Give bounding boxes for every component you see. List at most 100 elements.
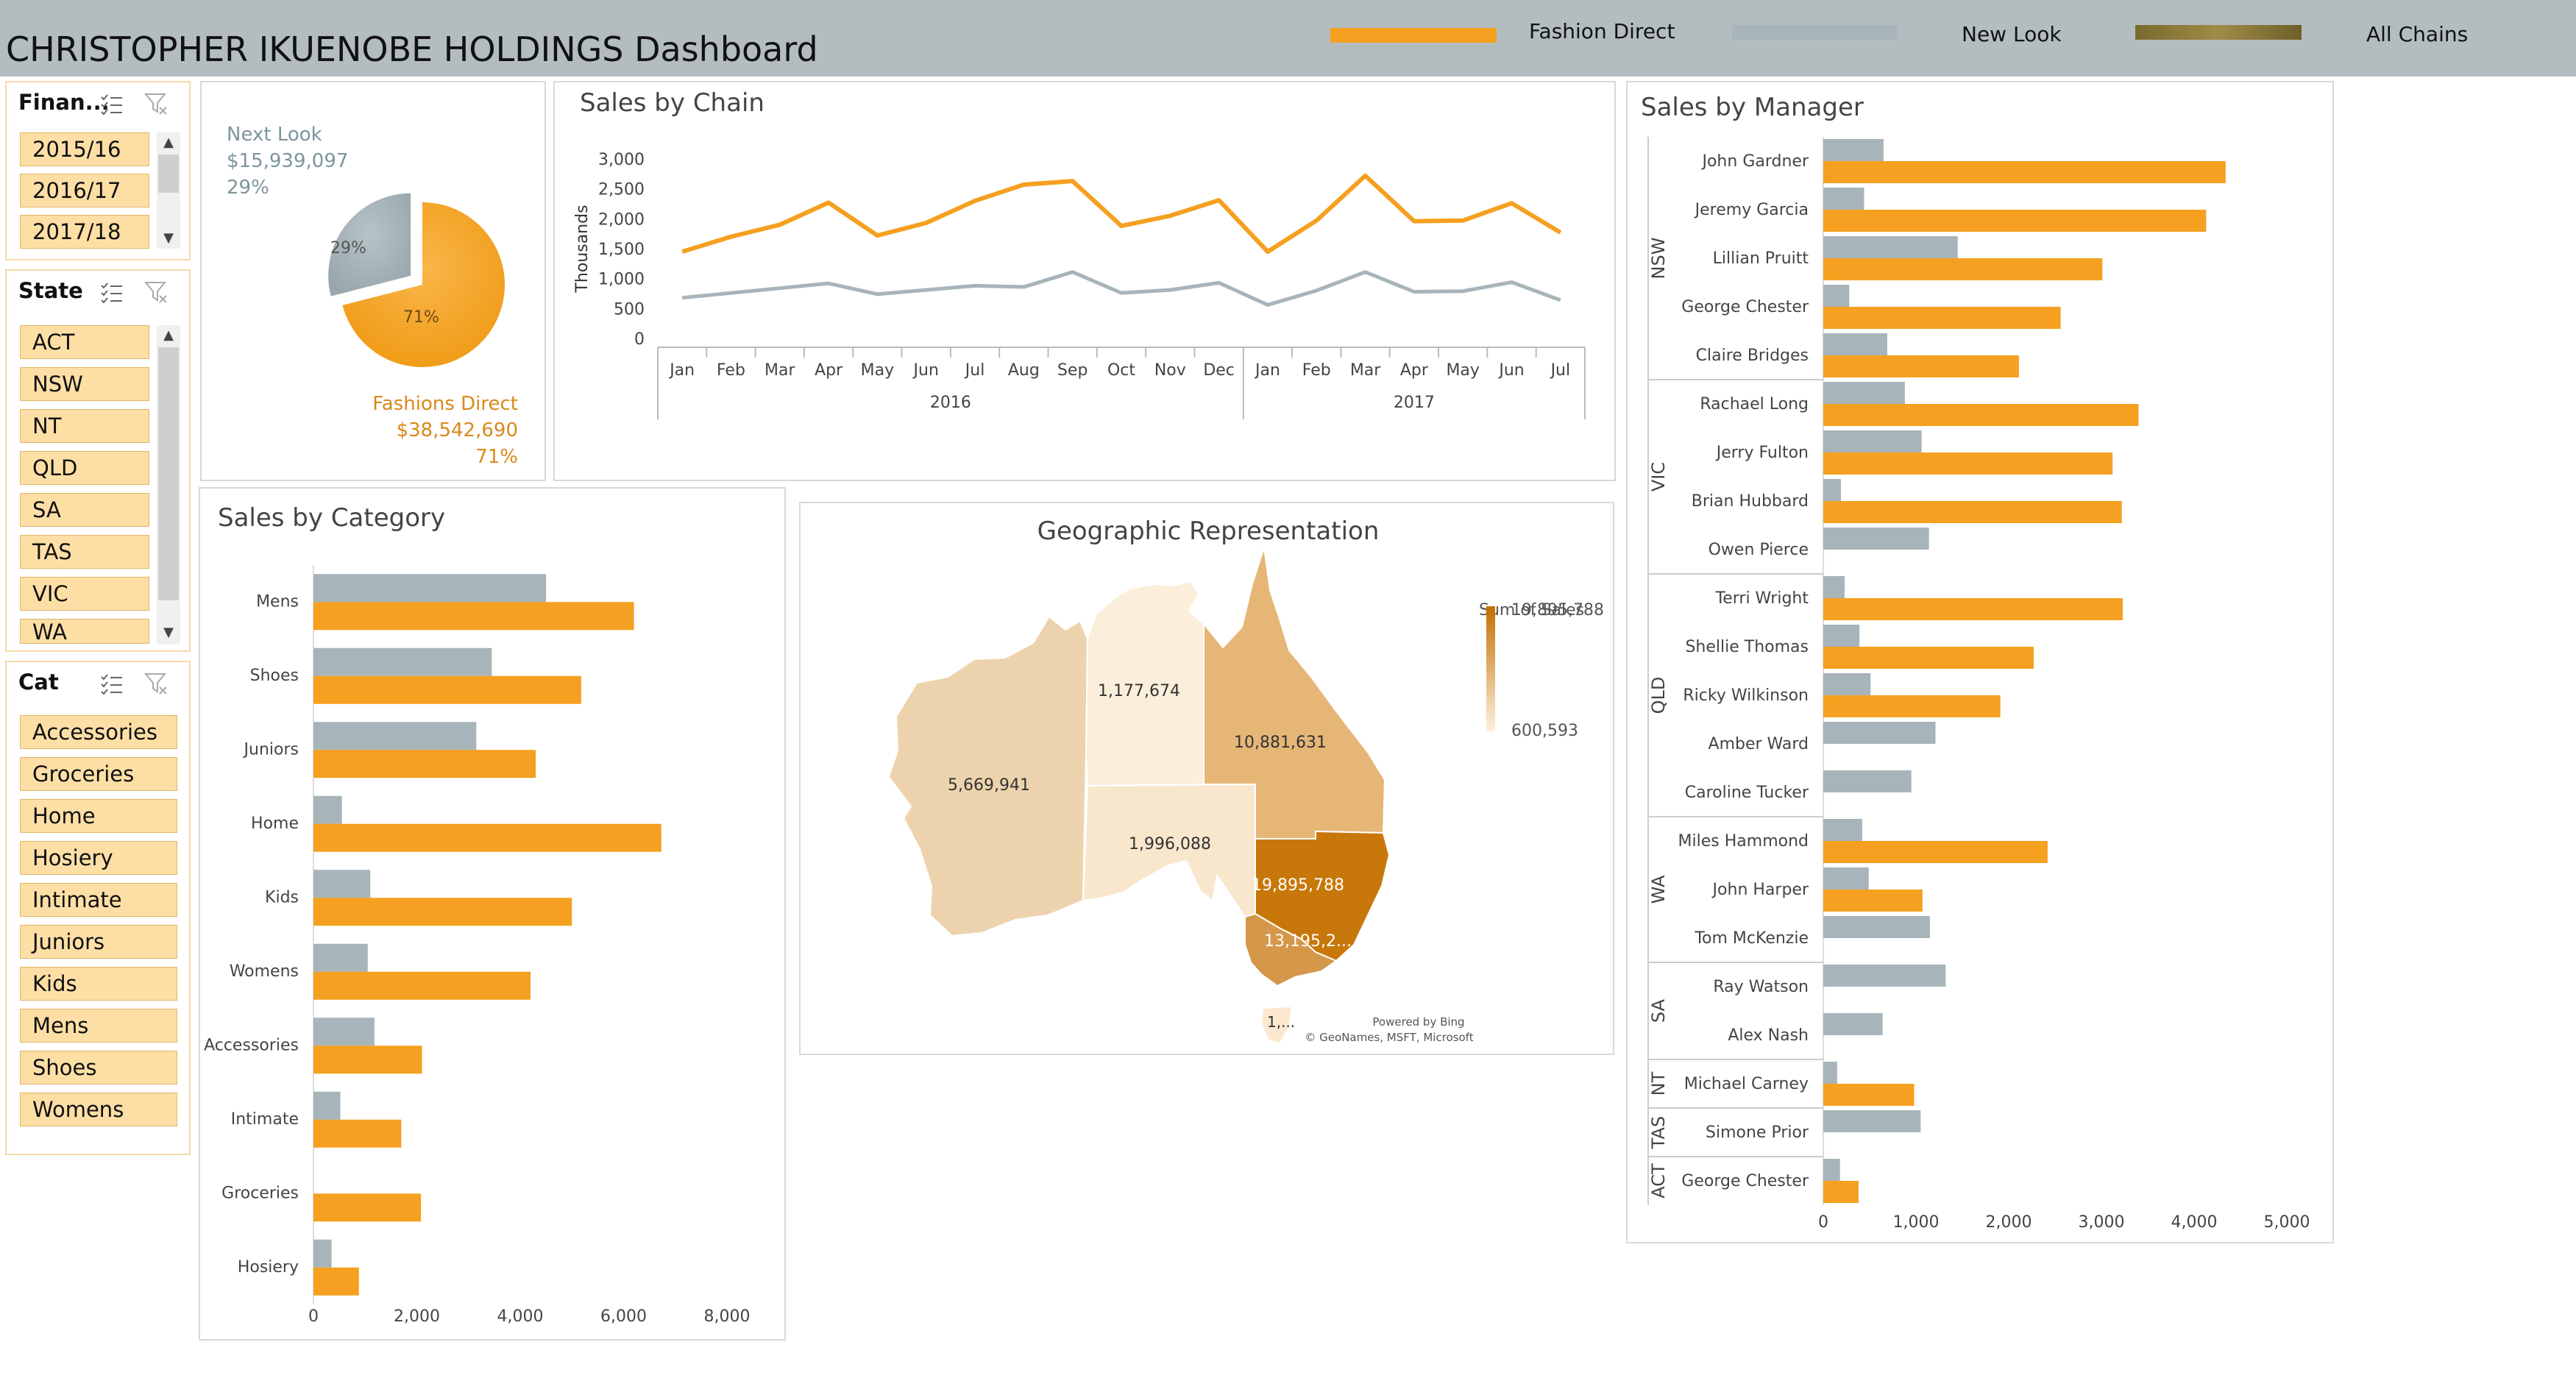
category-bar-fashion-direct[interactable]	[313, 675, 581, 704]
scroll-down-icon[interactable]: ▼	[163, 625, 174, 640]
category-bar-new-look[interactable]	[313, 870, 371, 898]
manager-bar-new-look[interactable]	[1823, 673, 1871, 695]
manager-bar-fashion-direct[interactable]	[1823, 355, 2019, 377]
category-bar-fashion-direct[interactable]	[313, 823, 661, 852]
manager-bar-new-look[interactable]	[1823, 528, 1929, 550]
manager-bar-new-look[interactable]	[1823, 916, 1930, 938]
category-bar-fashion-direct[interactable]	[313, 750, 536, 778]
category-bar-new-look[interactable]	[313, 722, 477, 750]
manager-bar-new-look[interactable]	[1823, 867, 1869, 890]
slicer-item-tas[interactable]: TAS	[20, 535, 149, 569]
pie-label-next-look-value: $15,939,097	[227, 150, 349, 172]
manager-bar-new-look[interactable]	[1823, 430, 1922, 452]
manager-bar-new-look[interactable]	[1823, 1110, 1921, 1132]
category-bar-fashion-direct[interactable]	[313, 971, 531, 1000]
slicer-item-groceries[interactable]: Groceries	[20, 757, 177, 791]
slicer-item-sa[interactable]: SA	[20, 493, 149, 527]
slicer-item-2017-18[interactable]: 2017/18	[20, 215, 149, 249]
clear-filter-icon[interactable]	[143, 280, 168, 305]
slicer-item-hosiery[interactable]: Hosiery	[20, 841, 177, 875]
manager-bar-new-look[interactable]	[1823, 722, 1936, 744]
manager-bar-new-look[interactable]	[1823, 625, 1860, 647]
multi-select-icon[interactable]	[99, 91, 124, 116]
slicer-item-nsw[interactable]: NSW	[20, 367, 149, 401]
slicer-item-mens[interactable]: Mens	[20, 1009, 177, 1043]
manager-bar-new-look[interactable]	[1823, 1062, 1837, 1084]
slicer-item-nt[interactable]: NT	[20, 409, 149, 443]
category-bar-new-look[interactable]	[313, 943, 368, 972]
multi-select-icon[interactable]	[99, 280, 124, 305]
category-bar-fashion-direct[interactable]	[313, 1045, 422, 1074]
manager-bar-fashion-direct[interactable]	[1823, 404, 2139, 426]
slicer-item-juniors[interactable]: Juniors	[20, 925, 177, 959]
manager-bar-new-look[interactable]	[1823, 285, 1850, 307]
manager-bar-new-look[interactable]	[1823, 139, 1884, 161]
scroll-up-icon[interactable]: ▲	[163, 327, 174, 343]
category-bar-fashion-direct[interactable]	[313, 602, 634, 631]
chain-line-fashion-direct[interactable]	[681, 173, 1562, 255]
manager-bar-new-look[interactable]	[1823, 576, 1845, 598]
category-bar-fashion-direct[interactable]	[313, 1193, 422, 1222]
manager-bar-fashion-direct[interactable]	[1823, 598, 2123, 620]
manager-bar-new-look[interactable]	[1823, 1013, 1883, 1035]
manager-bar-fashion-direct[interactable]	[1823, 890, 1923, 912]
scroll-thumb[interactable]	[158, 347, 179, 600]
category-bar-fashion-direct[interactable]	[313, 1119, 402, 1148]
category-bar-new-look[interactable]	[313, 647, 492, 676]
chain-line-new-look[interactable]	[681, 270, 1561, 307]
manager-bar-new-look[interactable]	[1823, 333, 1887, 355]
category-bar-fashion-direct[interactable]	[313, 898, 572, 926]
manager-bar-new-look[interactable]	[1823, 1159, 1840, 1181]
manager-bar-new-look[interactable]	[1823, 382, 1905, 404]
multi-select-icon[interactable]	[99, 671, 124, 696]
manager-bar-fashion-direct[interactable]	[1823, 452, 2113, 475]
manager-bar-new-look[interactable]	[1823, 819, 1862, 841]
category-bar-new-look[interactable]	[313, 574, 547, 603]
manager-bar-new-look[interactable]	[1823, 479, 1841, 501]
manager-bar-fashion-direct[interactable]	[1823, 647, 2034, 669]
slicer-item-2015-16[interactable]: 2015/16	[20, 132, 149, 166]
map-region-wa[interactable]	[887, 615, 1089, 937]
slicer-item-accessories[interactable]: Accessories	[20, 715, 177, 749]
manager-bar-fashion-direct[interactable]	[1823, 210, 2207, 232]
slicer-item-womens[interactable]: Womens	[20, 1093, 177, 1126]
manager-bar-fashion-direct[interactable]	[1823, 258, 2103, 280]
chain-y-tick: 3,000	[598, 151, 645, 169]
slicer-item-wa[interactable]: WA	[20, 619, 149, 644]
manager-bar-fashion-direct[interactable]	[1823, 307, 2061, 329]
slicer-item-shoes[interactable]: Shoes	[20, 1051, 177, 1084]
manager-bar-fashion-direct[interactable]	[1823, 1181, 1859, 1203]
slicer-item-home[interactable]: Home	[20, 799, 177, 833]
manager-bar-new-look[interactable]	[1823, 236, 1958, 258]
category-bar-new-look[interactable]	[313, 795, 342, 824]
clear-filter-icon[interactable]	[143, 91, 168, 116]
scroll-up-icon[interactable]: ▲	[163, 135, 174, 150]
map-region-tas[interactable]	[1260, 1005, 1294, 1045]
manager-bar-fashion-direct[interactable]	[1823, 501, 2122, 523]
slicer-item-vic[interactable]: VIC	[20, 577, 149, 611]
category-bar-fashion-direct[interactable]	[313, 1267, 359, 1296]
slicer-item-intimate[interactable]: Intimate	[20, 883, 177, 917]
manager-bar-fashion-direct[interactable]	[1823, 1084, 1915, 1106]
category-bar-new-look[interactable]	[313, 1018, 375, 1046]
pie-slice-next-look[interactable]	[328, 193, 411, 297]
category-bar-new-look[interactable]	[313, 1239, 332, 1268]
map-region-vic[interactable]	[1244, 912, 1338, 987]
scroll-thumb[interactable]	[158, 155, 179, 193]
slicer-item-kids[interactable]: Kids	[20, 967, 177, 1001]
manager-bar-fashion-direct[interactable]	[1823, 695, 2001, 717]
scroll-down-icon[interactable]: ▼	[163, 230, 174, 246]
slicer-scrollbar[interactable]: ▲ ▼	[157, 132, 180, 249]
slicer-item-2016-17[interactable]: 2016/17	[20, 174, 149, 207]
slicer-scrollbar[interactable]: ▲ ▼	[157, 325, 180, 645]
pie-slice-fashions-direct[interactable]	[342, 202, 505, 367]
clear-filter-icon[interactable]	[143, 671, 168, 696]
manager-bar-fashion-direct[interactable]	[1823, 161, 2226, 183]
manager-bar-new-look[interactable]	[1823, 965, 1946, 987]
category-bar-new-look[interactable]	[313, 1091, 341, 1120]
manager-bar-new-look[interactable]	[1823, 770, 1912, 792]
slicer-item-act[interactable]: ACT	[20, 325, 149, 359]
slicer-item-qld[interactable]: QLD	[20, 451, 149, 485]
manager-bar-fashion-direct[interactable]	[1823, 841, 2048, 863]
manager-bar-new-look[interactable]	[1823, 188, 1864, 210]
